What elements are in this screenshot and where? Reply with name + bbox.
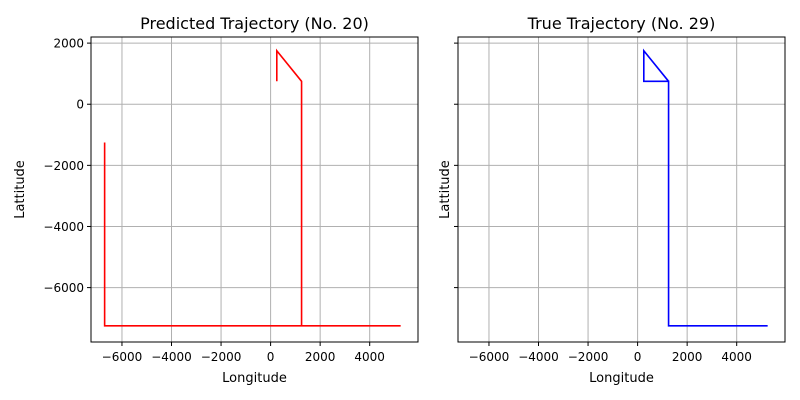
x-tick-label: −4000 xyxy=(151,350,192,364)
x-axis-label: Longitude xyxy=(589,371,654,386)
x-tick-label: −4000 xyxy=(518,350,559,364)
y-axis-label: Lattitude xyxy=(438,160,453,219)
x-tick-label: 0 xyxy=(634,350,642,364)
axes-frame xyxy=(90,36,419,343)
x-tick-label: 2000 xyxy=(305,350,336,364)
y-tick-label: 0 xyxy=(76,98,84,112)
x-axis-label: Longitude xyxy=(222,371,287,386)
x-tick-label: 4000 xyxy=(354,350,385,364)
y-tick-label: −2000 xyxy=(43,159,84,173)
chart-title: True Trajectory (No. 29) xyxy=(527,14,716,33)
axes-frame xyxy=(457,36,786,343)
y-tick-label: −4000 xyxy=(43,220,84,234)
trajectory-line xyxy=(642,48,768,327)
y-axis-label: Lattitude xyxy=(13,160,28,219)
x-tick-label: −2000 xyxy=(568,350,609,364)
subplot-1: −6000 −4000 −2000 0 2000 4000 −6000 −4000 −2000 0… xyxy=(13,14,419,386)
x-tick-label: 0 xyxy=(267,350,275,364)
x-tick-label: −6000 xyxy=(102,350,143,364)
subplot-2: −6000 −4000 −2000 0 2000 4000 True Trajectory … xyxy=(438,14,786,386)
x-tick-label: 2000 xyxy=(672,350,703,364)
trajectory-line xyxy=(103,48,401,327)
x-tick-label: −6000 xyxy=(469,350,510,364)
x-tick-label: 4000 xyxy=(721,350,752,364)
y-tick-label: −6000 xyxy=(43,281,84,295)
y-tick-label: 2000 xyxy=(53,37,84,51)
x-tick-label: −2000 xyxy=(201,350,242,364)
chart-title: Predicted Trajectory (No. 20) xyxy=(140,14,369,33)
